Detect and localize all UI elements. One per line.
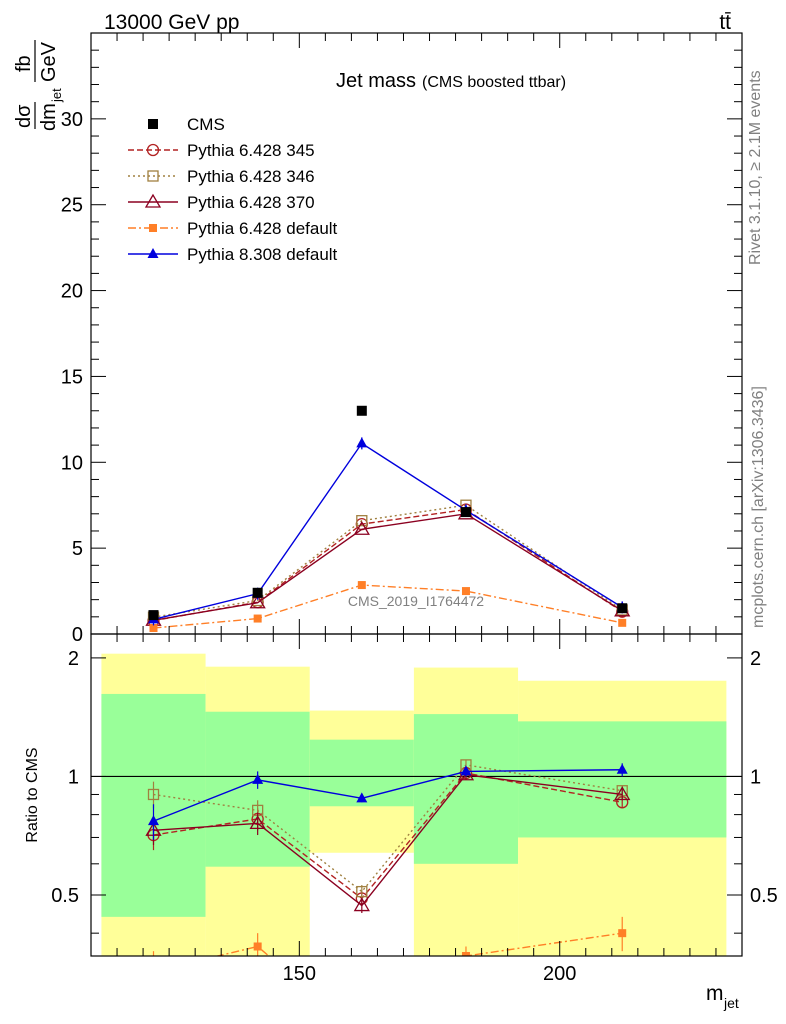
energy-label: 13000 GeV pp xyxy=(104,11,239,34)
series-pythia-6-428-default xyxy=(149,581,627,632)
data-point xyxy=(252,773,264,784)
legend-marker xyxy=(147,170,159,182)
legend-label: Pythia 6.428 345 xyxy=(187,141,315,160)
legend-label: Pythia 6.428 default xyxy=(187,219,338,238)
svg-text:dm: dm xyxy=(38,103,60,131)
data-point xyxy=(617,603,628,614)
legend-item-pythia-6-428-default: Pythia 6.428 default xyxy=(128,219,338,238)
legend-item-cms: CMS xyxy=(148,115,225,134)
ratio-y-tick-label: 0.5 xyxy=(750,885,778,907)
legend-marker xyxy=(146,143,160,157)
svg-text:jet: jet xyxy=(49,88,64,103)
svg-text:fb: fb xyxy=(13,55,35,72)
x-tick-label: 200 xyxy=(543,963,576,985)
data-point xyxy=(249,815,266,830)
data-point xyxy=(149,623,158,632)
ratio-series-pythia-8-308-default xyxy=(147,763,628,840)
legend-marker xyxy=(149,224,157,232)
series-line xyxy=(153,513,623,621)
svg-text:GeV: GeV xyxy=(38,41,60,82)
data-point xyxy=(356,885,368,898)
data-point xyxy=(253,942,262,951)
process-label: tt̄ xyxy=(719,11,731,34)
data-point xyxy=(253,614,262,623)
green-band xyxy=(413,714,519,864)
series-line xyxy=(214,932,623,956)
ratio-y-tick-label: 2 xyxy=(750,648,761,670)
legend-label: Pythia 8.308 default xyxy=(187,245,338,264)
data-point xyxy=(147,815,159,826)
green-band xyxy=(205,711,310,867)
axes: 0 5 10 15 20 25 30 150 200 0.5 0.5 1 1 2 2 xyxy=(51,32,778,985)
legend-label: Pythia 6.428 346 xyxy=(187,167,315,186)
series-line xyxy=(153,764,623,893)
series-line xyxy=(153,508,623,622)
data-point xyxy=(357,581,366,590)
ratio-y-tick-label: 1 xyxy=(68,766,79,788)
svg-text:dσ: dσ xyxy=(13,104,35,128)
data-point xyxy=(249,594,266,609)
data-point xyxy=(148,610,159,621)
main-plot-area xyxy=(145,405,631,632)
y-tick-label: 30 xyxy=(61,109,83,131)
ratio-frame xyxy=(90,633,743,957)
chart-title: Jet mass xyxy=(336,70,416,92)
ratio-y-tick-label: 0.5 xyxy=(51,885,79,907)
y-tick-label: 5 xyxy=(72,538,83,560)
legend-marker xyxy=(148,119,158,129)
site-label: mcplots.cern.ch [arXiv:1306.3436] xyxy=(750,386,767,628)
ratio-y-tick-label: 1 xyxy=(750,766,761,788)
legend-item-pythia-6-428-345: Pythia 6.428 345 xyxy=(128,141,315,160)
data-point xyxy=(356,405,367,416)
data-point xyxy=(149,967,157,975)
data-point xyxy=(461,587,470,596)
data-point xyxy=(614,786,631,801)
data-point xyxy=(460,507,471,518)
series-cms xyxy=(148,405,628,621)
legend-item-pythia-6-428-346: Pythia 6.428 346 xyxy=(128,167,315,186)
series-line xyxy=(153,504,623,618)
legend: CMS Pythia 6.428 345 Pythia 6.428 346 Pythi… xyxy=(128,115,338,264)
y-tick-label: 10 xyxy=(61,452,83,474)
legend-label: Pythia 6.428 370 xyxy=(187,193,315,212)
legend-item-pythia-6-428-370: Pythia 6.428 370 xyxy=(128,193,315,212)
ratio-uncertainty-bands xyxy=(101,653,727,956)
data-point xyxy=(461,952,470,956)
data-point xyxy=(460,765,472,776)
data-point xyxy=(147,788,160,801)
data-point xyxy=(353,897,370,912)
data-point xyxy=(616,763,628,774)
legend-item-pythia-8-308-default: Pythia 8.308 default xyxy=(128,245,338,264)
data-point xyxy=(252,587,263,598)
x-tick-label: 150 xyxy=(283,963,316,985)
legend-marker xyxy=(144,193,162,208)
data-point xyxy=(618,929,627,938)
ratio-y-tick-label: 2 xyxy=(68,648,79,670)
y-tick-label: 0 xyxy=(72,624,83,646)
rivet-label: Rivet 3.1.10, ≥ 2.1M events xyxy=(747,70,764,265)
y-tick-label: 25 xyxy=(61,195,83,217)
data-point xyxy=(353,520,370,535)
analysis-watermark: CMS_2019_I1764472 xyxy=(348,593,484,609)
y-tick-label: 20 xyxy=(61,281,83,303)
data-point xyxy=(356,437,368,448)
ratio-y-axis-label: Ratio to CMS xyxy=(24,747,41,842)
svg-text:jet: jet xyxy=(723,995,739,1011)
ratio-series-pythia-6-428-default xyxy=(149,916,627,975)
green-band xyxy=(518,721,727,838)
data-point xyxy=(356,792,368,803)
ratio-plot-area xyxy=(91,759,742,975)
chart-subtitle: (CMS boosted ttbar) xyxy=(422,74,566,91)
main-y-axis-label: dσ dm jet fb GeV xyxy=(13,40,64,131)
y-tick-label: 15 xyxy=(61,366,83,388)
x-axis-label: m jet xyxy=(706,982,739,1011)
data-point xyxy=(356,515,368,527)
svg-text:m: m xyxy=(706,982,724,1005)
legend-label: CMS xyxy=(187,115,225,134)
legend-marker xyxy=(147,248,159,258)
data-point xyxy=(618,618,627,627)
